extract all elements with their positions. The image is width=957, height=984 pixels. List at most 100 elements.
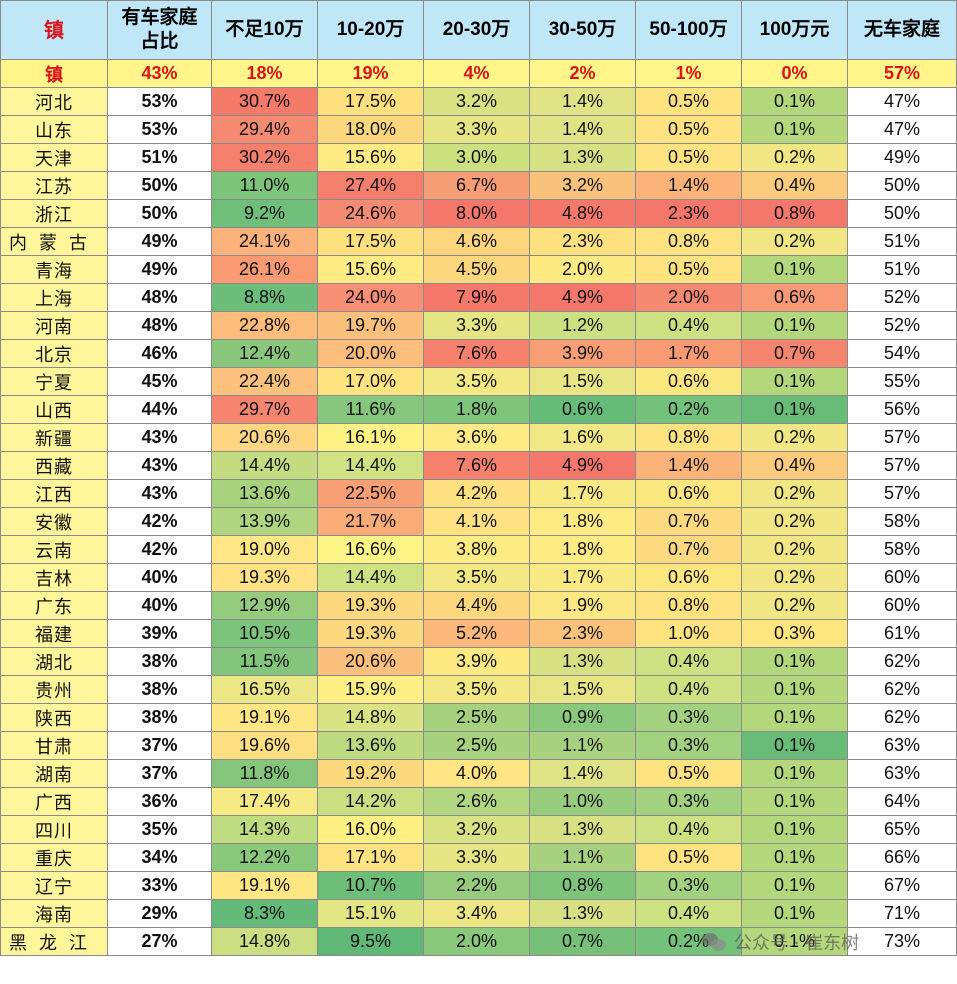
- price-bracket-share: 2.2%: [423, 871, 530, 900]
- price-bracket-share: 0.6%: [635, 563, 742, 592]
- price-bracket-share: 27.4%: [317, 171, 424, 200]
- price-bracket-share: 0.1%: [741, 367, 848, 396]
- table-row: 浙江 50% 9.2% 24.6% 8.0% 4.8% 2.3% 0.8% 50%: [0, 199, 957, 228]
- price-bracket-share: 24.1%: [211, 227, 318, 256]
- summary-own: 43%: [107, 59, 212, 88]
- table-row: 山西 44% 29.7% 11.6% 1.8% 0.6% 0.2% 0.1% 56%: [0, 395, 957, 424]
- price-bracket-share: 8.8%: [211, 283, 318, 312]
- price-bracket-share: 11.5%: [211, 647, 318, 676]
- car-owner-share: 43%: [107, 423, 212, 452]
- price-bracket-share: 29.4%: [211, 115, 318, 144]
- price-bracket-share: 0.3%: [635, 703, 742, 732]
- price-bracket-share: 18.0%: [317, 115, 424, 144]
- no-car-share: 57%: [847, 479, 957, 508]
- table-row: 青海 49% 26.1% 15.6% 4.5% 2.0% 0.5% 0.1% 51%: [0, 255, 957, 284]
- no-car-share: 63%: [847, 759, 957, 788]
- header-col-1: 10-20万: [317, 0, 424, 60]
- price-bracket-share: 29.7%: [211, 395, 318, 424]
- table-row: 湖南 37% 11.8% 19.2% 4.0% 1.4% 0.5% 0.1% 63%: [0, 759, 957, 788]
- no-car-share: 47%: [847, 87, 957, 116]
- price-bracket-share: 0.2%: [741, 423, 848, 452]
- price-bracket-share: 0.3%: [635, 787, 742, 816]
- price-bracket-share: 1.7%: [529, 563, 636, 592]
- summary-name: 镇: [0, 59, 108, 88]
- price-bracket-share: 11.0%: [211, 171, 318, 200]
- price-bracket-share: 15.6%: [317, 143, 424, 172]
- province-name: 北京: [0, 339, 108, 368]
- no-car-share: 64%: [847, 787, 957, 816]
- province-name: 湖南: [0, 759, 108, 788]
- table-row: 广西 36% 17.4% 14.2% 2.6% 1.0% 0.3% 0.1% 64%: [0, 787, 957, 816]
- no-car-share: 62%: [847, 675, 957, 704]
- price-bracket-share: 0.1%: [741, 87, 848, 116]
- table-row: 黑龙江 27% 14.8% 9.5% 2.0% 0.7% 0.2% 0.1% 73%: [0, 927, 957, 956]
- header-no-car: 无车家庭: [847, 0, 957, 60]
- price-bracket-share: 0.4%: [635, 647, 742, 676]
- province-name: 江苏: [0, 171, 108, 200]
- price-bracket-share: 20.6%: [211, 423, 318, 452]
- province-name: 上海: [0, 283, 108, 312]
- price-bracket-share: 19.0%: [211, 535, 318, 564]
- province-name: 河南: [0, 311, 108, 340]
- header-col-3: 30-50万: [529, 0, 636, 60]
- price-bracket-share: 0.2%: [741, 479, 848, 508]
- table-row: 贵州 38% 16.5% 15.9% 3.5% 1.5% 0.4% 0.1% 62%: [0, 675, 957, 704]
- price-bracket-share: 14.2%: [317, 787, 424, 816]
- price-bracket-share: 3.5%: [423, 675, 530, 704]
- price-bracket-share: 0.5%: [635, 255, 742, 284]
- price-bracket-share: 17.0%: [317, 367, 424, 396]
- no-car-share: 52%: [847, 283, 957, 312]
- table-row: 甘肃 37% 19.6% 13.6% 2.5% 1.1% 0.3% 0.1% 63%: [0, 731, 957, 760]
- price-bracket-share: 0.7%: [741, 339, 848, 368]
- price-bracket-share: 3.9%: [529, 339, 636, 368]
- no-car-share: 57%: [847, 423, 957, 452]
- price-bracket-share: 0.1%: [741, 115, 848, 144]
- car-owner-share: 50%: [107, 171, 212, 200]
- summary-val-3: 2%: [529, 59, 636, 88]
- province-name: 甘肃: [0, 731, 108, 760]
- price-bracket-share: 24.0%: [317, 283, 424, 312]
- price-bracket-share: 1.8%: [529, 507, 636, 536]
- province-name: 福建: [0, 619, 108, 648]
- price-bracket-share: 0.5%: [635, 115, 742, 144]
- car-owner-share: 48%: [107, 311, 212, 340]
- header-own-share: 有车家庭 占比: [107, 0, 212, 60]
- price-bracket-share: 4.0%: [423, 759, 530, 788]
- price-bracket-share: 1.2%: [529, 311, 636, 340]
- province-name: 江西: [0, 479, 108, 508]
- price-bracket-share: 1.3%: [529, 899, 636, 928]
- price-bracket-share: 0.2%: [741, 507, 848, 536]
- price-bracket-share: 12.4%: [211, 339, 318, 368]
- table-row: 陕西 38% 19.1% 14.8% 2.5% 0.9% 0.3% 0.1% 62%: [0, 703, 957, 732]
- price-bracket-share: 3.8%: [423, 535, 530, 564]
- price-bracket-share: 1.1%: [529, 843, 636, 872]
- no-car-share: 55%: [847, 367, 957, 396]
- province-name: 湖北: [0, 647, 108, 676]
- price-bracket-share: 1.9%: [529, 591, 636, 620]
- price-bracket-share: 16.0%: [317, 815, 424, 844]
- price-bracket-share: 1.7%: [529, 479, 636, 508]
- province-name: 广西: [0, 787, 108, 816]
- header-col-0: 不足10万: [211, 0, 318, 60]
- price-bracket-share: 11.8%: [211, 759, 318, 788]
- price-bracket-share: 0.4%: [741, 171, 848, 200]
- car-owner-share: 53%: [107, 87, 212, 116]
- province-name: 天津: [0, 143, 108, 172]
- price-bracket-share: 0.1%: [741, 647, 848, 676]
- price-bracket-share: 0.8%: [635, 227, 742, 256]
- price-bracket-share: 2.6%: [423, 787, 530, 816]
- table-row: 安徽 42% 13.9% 21.7% 4.1% 1.8% 0.7% 0.2% 58%: [0, 507, 957, 536]
- car-owner-share: 38%: [107, 703, 212, 732]
- price-bracket-share: 0.2%: [741, 143, 848, 172]
- price-bracket-share: 8.3%: [211, 899, 318, 928]
- price-bracket-share: 19.3%: [317, 619, 424, 648]
- no-car-share: 66%: [847, 843, 957, 872]
- no-car-share: 61%: [847, 619, 957, 648]
- price-bracket-share: 14.8%: [317, 703, 424, 732]
- price-bracket-share: 30.7%: [211, 87, 318, 116]
- table-row: 重庆 34% 12.2% 17.1% 3.3% 1.1% 0.5% 0.1% 66%: [0, 843, 957, 872]
- price-bracket-share: 0.7%: [635, 535, 742, 564]
- price-bracket-share: 3.2%: [529, 171, 636, 200]
- price-bracket-share: 1.4%: [635, 451, 742, 480]
- car-owner-share: 43%: [107, 451, 212, 480]
